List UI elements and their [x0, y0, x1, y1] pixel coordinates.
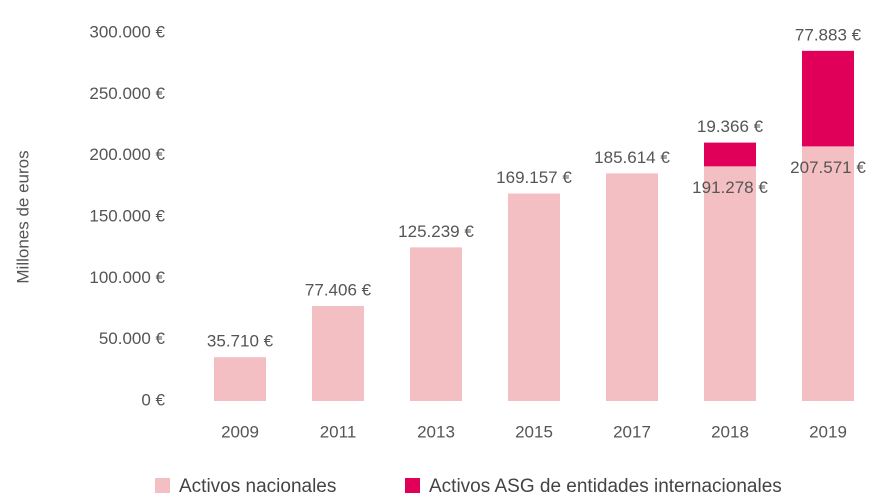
bar-segment [410, 247, 462, 401]
legend-swatch [405, 478, 420, 493]
x-tick-label: 2013 [417, 422, 455, 441]
y-axis-label: Millones de euros [13, 150, 32, 283]
data-label: 185.614 € [594, 148, 670, 167]
bar-segment [802, 146, 854, 401]
bar-segment [508, 193, 560, 401]
data-label: 207.571 € [790, 158, 866, 177]
bar-segment [214, 357, 266, 401]
data-label: 77.883 € [795, 25, 862, 44]
bar-segment [704, 142, 756, 167]
bar-segment [704, 166, 756, 401]
data-label: 35.710 € [207, 332, 274, 351]
x-tick-label: 2017 [613, 422, 651, 441]
x-tick-label: 2018 [711, 422, 749, 441]
legend-label: Activos nacionales [179, 476, 336, 497]
bar-segment [312, 306, 364, 401]
y-tick-label: 150.000 € [89, 206, 165, 225]
y-tick-label: 300.000 € [89, 22, 165, 41]
x-tick-label: 2019 [809, 422, 847, 441]
legend-label: Activos ASG de entidades internacionales [429, 476, 782, 497]
y-tick-label: 100.000 € [89, 268, 165, 287]
data-label: 77.406 € [305, 281, 372, 300]
bar-segment [802, 50, 854, 147]
legend-swatch [155, 478, 170, 493]
y-tick-label: 250.000 € [89, 84, 165, 103]
data-label: 191.278 € [692, 178, 768, 197]
y-tick-label: 50.000 € [99, 329, 166, 348]
x-tick-label: 2011 [320, 422, 357, 441]
bar-segment [606, 173, 658, 401]
y-tick-label: 200.000 € [89, 145, 165, 164]
data-label: 19.366 € [697, 117, 764, 136]
y-tick-label: 0 € [141, 390, 165, 409]
data-label: 125.239 € [398, 222, 474, 241]
x-tick-label: 2009 [221, 422, 259, 441]
x-tick-label: 2015 [515, 422, 553, 441]
data-label: 169.157 € [496, 168, 572, 187]
